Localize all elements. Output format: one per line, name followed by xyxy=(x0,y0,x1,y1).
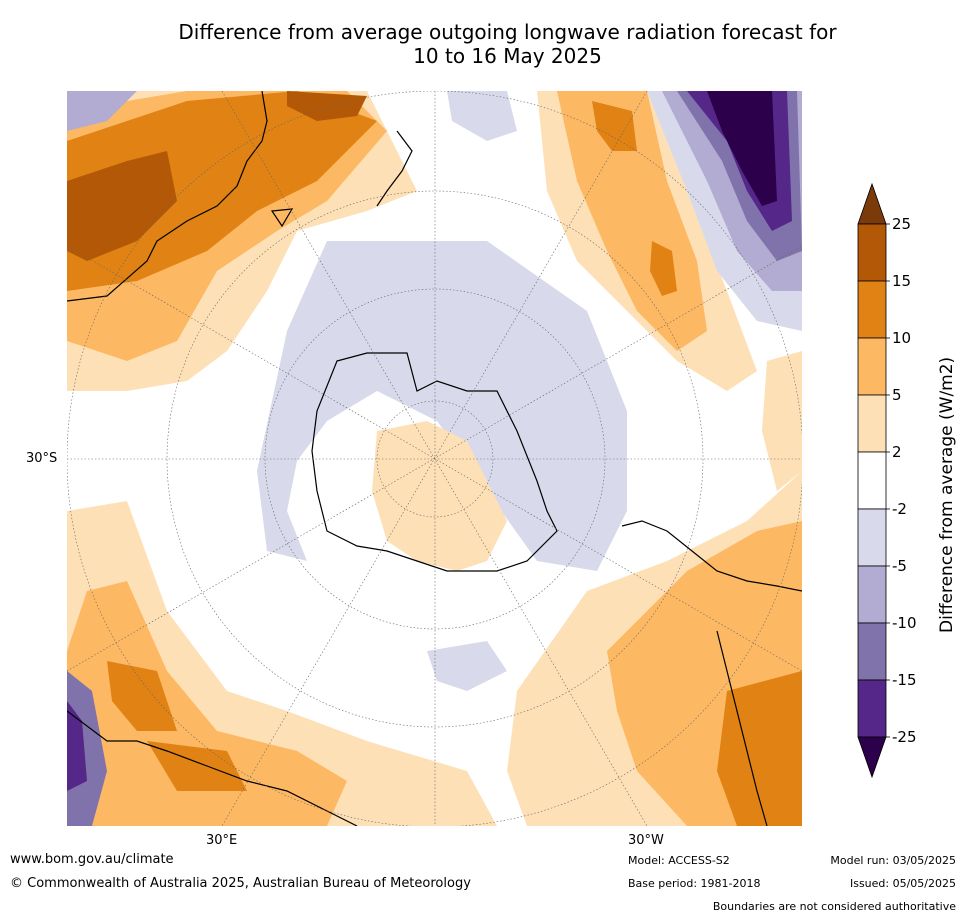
colorbar-tick-label: -25 xyxy=(892,728,917,746)
colorbar-swatch xyxy=(857,508,887,567)
anomaly-region-southwest-deep xyxy=(67,701,87,791)
chart-title: Difference from average outgoing longwav… xyxy=(60,20,955,68)
australia-coastline xyxy=(67,91,268,302)
antarctica-coastline xyxy=(311,352,558,572)
colorbar-ticks: 25 15 10 5 2 -2 -5 -10 -15 -25 xyxy=(886,215,917,746)
anomaly-region-pacific-spot xyxy=(650,241,677,296)
lat-label-30s: 30°S xyxy=(26,451,58,466)
colorbar-extend-high xyxy=(857,182,887,225)
colorbar-tick-label: 10 xyxy=(892,329,911,347)
title-line-1: Difference from average outgoing longwav… xyxy=(178,20,837,44)
anomaly-region-pacific-purple-extreme xyxy=(707,91,777,206)
colorbar-swatch xyxy=(857,280,887,339)
colorbar-swatch xyxy=(857,565,887,624)
colorbar-swatches xyxy=(857,182,887,779)
model-name: Model: ACCESS-S2 xyxy=(628,854,730,867)
colorbar-tick-label: 15 xyxy=(892,272,911,290)
south-america-coastline xyxy=(621,520,802,826)
tasmania-coastline xyxy=(270,208,294,228)
copyright-text: © Commonwealth of Australia 2025, Austra… xyxy=(10,876,471,891)
title-line-2: 10 to 16 May 2025 xyxy=(413,44,602,68)
graticule xyxy=(67,91,802,826)
colorbar-tick-label: 2 xyxy=(892,443,902,461)
issued-date: Issued: 05/05/2025 xyxy=(849,877,956,890)
website-link[interactable]: www.bom.gov.au/climate xyxy=(10,852,174,867)
colorbar-swatch xyxy=(857,679,887,738)
anomaly-region-southern-africa-core xyxy=(107,661,177,731)
anomaly-region-tasman-purple xyxy=(67,91,137,131)
base-period: Base period: 1981-2018 xyxy=(628,877,761,890)
model-run-date: Model run: 03/05/2025 xyxy=(830,854,956,867)
colorbar-swatch xyxy=(857,223,887,282)
anomaly-region-east-atlantic xyxy=(762,351,802,491)
anomaly-region-southwest-purple xyxy=(67,671,107,826)
anomaly-region-southern-purple xyxy=(427,641,507,691)
anomaly-region-australia-peak xyxy=(67,151,177,261)
colorbar-swatch xyxy=(857,337,887,396)
boundaries-disclaimer: Boundaries are not considered authoritat… xyxy=(712,900,956,913)
colorbar-swatch xyxy=(857,394,887,453)
anomaly-region-polar-ring xyxy=(257,241,627,571)
colorbar-extend-low xyxy=(857,736,887,779)
colorbar-tick-label: -2 xyxy=(892,500,907,518)
anomaly-region-central-purple xyxy=(447,91,517,141)
colorbar-tick-label: -15 xyxy=(892,671,917,689)
new-zealand-coastline xyxy=(376,130,413,207)
colorbar: 25 15 10 5 2 -2 -5 -10 -15 -25 xyxy=(857,182,917,779)
colorbar-tick-label: 25 xyxy=(892,215,911,233)
anomaly-region-australia-core xyxy=(67,91,377,291)
lon-label-30e: 30°E xyxy=(206,833,238,848)
anomaly-region-south-america-core xyxy=(717,671,802,826)
colorbar-swatch xyxy=(857,622,887,681)
anomaly-region-southern-africa-inner xyxy=(67,581,347,826)
anomaly-region-north-tasman xyxy=(287,91,367,121)
colorbar-tick-label: -10 xyxy=(892,614,917,632)
lon-label-30w: 30°W xyxy=(628,833,664,848)
coastlines xyxy=(67,91,802,826)
polar-map xyxy=(67,91,802,826)
colorbar-tick-label: 5 xyxy=(892,386,902,404)
colorbar-swatch xyxy=(857,451,887,510)
colorbar-tick-label: -5 xyxy=(892,557,907,575)
colorbar-label: Difference from average (W/m2) xyxy=(937,356,957,633)
anomaly-region-pacific-core xyxy=(592,101,637,151)
africa-coastline xyxy=(67,710,358,826)
anomaly-region-antarctica xyxy=(372,421,507,571)
